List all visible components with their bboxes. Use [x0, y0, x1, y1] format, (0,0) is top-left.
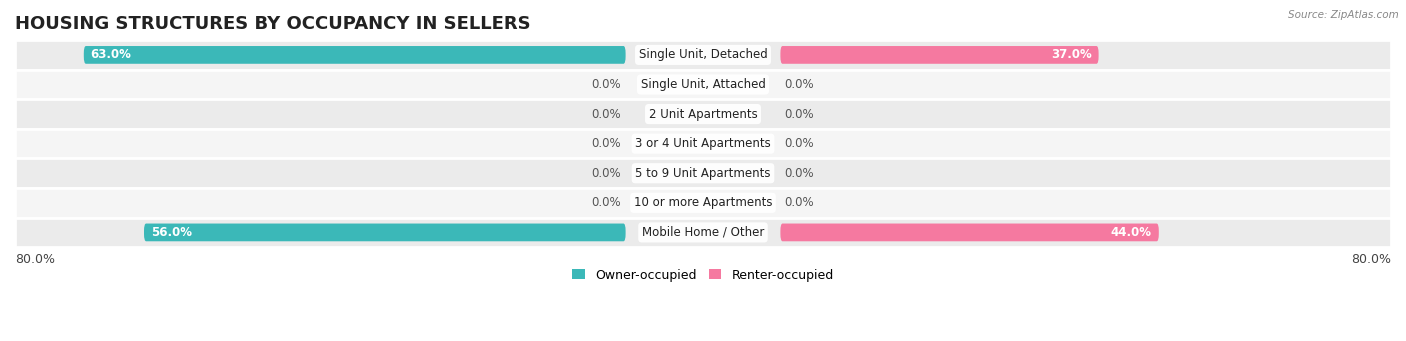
Text: 63.0%: 63.0%	[90, 48, 132, 61]
Text: 0.0%: 0.0%	[592, 137, 621, 150]
Bar	[15, 70, 1391, 99]
Text: 0.0%: 0.0%	[592, 78, 621, 91]
Text: Single Unit, Detached: Single Unit, Detached	[638, 48, 768, 61]
FancyBboxPatch shape	[780, 46, 1098, 64]
Text: 10 or more Apartments: 10 or more Apartments	[634, 196, 772, 209]
Text: HOUSING STRUCTURES BY OCCUPANCY IN SELLERS: HOUSING STRUCTURES BY OCCUPANCY IN SELLE…	[15, 15, 530, 33]
Bar	[15, 188, 1391, 218]
Text: 0.0%: 0.0%	[592, 196, 621, 209]
Text: 37.0%: 37.0%	[1050, 48, 1091, 61]
Text: 80.0%: 80.0%	[15, 253, 55, 266]
FancyBboxPatch shape	[143, 224, 626, 241]
Bar	[15, 159, 1391, 188]
Text: 56.0%: 56.0%	[150, 226, 191, 239]
FancyBboxPatch shape	[84, 46, 626, 64]
Text: Source: ZipAtlas.com: Source: ZipAtlas.com	[1288, 10, 1399, 20]
Text: 0.0%: 0.0%	[785, 196, 814, 209]
Bar	[15, 129, 1391, 159]
Text: 0.0%: 0.0%	[785, 78, 814, 91]
Text: 44.0%: 44.0%	[1111, 226, 1152, 239]
Text: 0.0%: 0.0%	[785, 107, 814, 121]
Text: Mobile Home / Other: Mobile Home / Other	[641, 226, 765, 239]
Text: 0.0%: 0.0%	[592, 107, 621, 121]
Legend: Owner-occupied, Renter-occupied: Owner-occupied, Renter-occupied	[568, 264, 838, 286]
Bar	[15, 99, 1391, 129]
Text: 0.0%: 0.0%	[785, 167, 814, 180]
Text: 3 or 4 Unit Apartments: 3 or 4 Unit Apartments	[636, 137, 770, 150]
Text: 0.0%: 0.0%	[785, 137, 814, 150]
Bar	[15, 218, 1391, 247]
Text: 5 to 9 Unit Apartments: 5 to 9 Unit Apartments	[636, 167, 770, 180]
Text: Single Unit, Attached: Single Unit, Attached	[641, 78, 765, 91]
FancyBboxPatch shape	[780, 224, 1159, 241]
Text: 80.0%: 80.0%	[1351, 253, 1391, 266]
Text: 0.0%: 0.0%	[592, 167, 621, 180]
Bar	[15, 40, 1391, 70]
Text: 2 Unit Apartments: 2 Unit Apartments	[648, 107, 758, 121]
